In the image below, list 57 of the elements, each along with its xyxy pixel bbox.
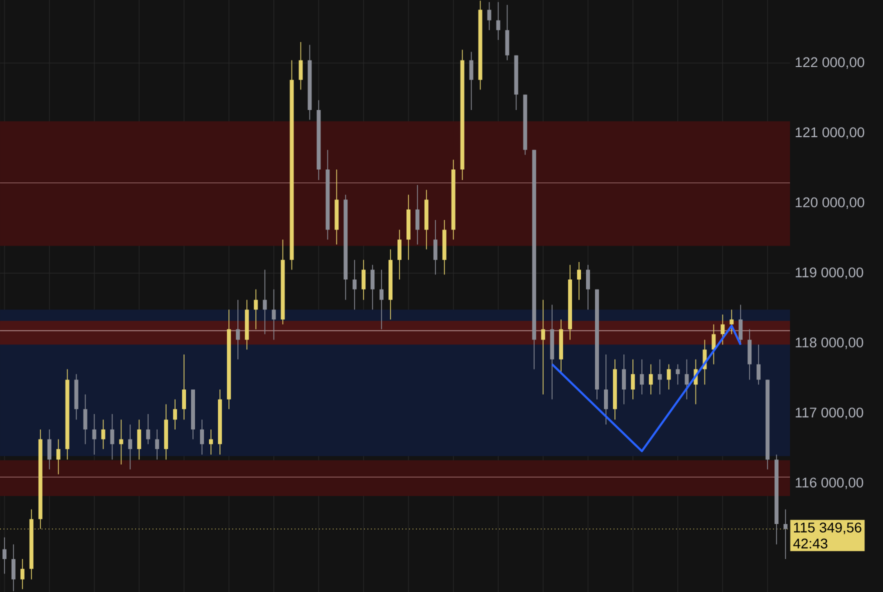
candlestick [155,429,160,460]
candlestick [433,220,438,276]
candlestick [92,414,96,456]
candlestick [47,429,52,470]
candlestick [784,508,788,560]
candlestick [577,262,582,300]
y-tick-label: 117 000,00 [796,408,864,420]
candlestick [128,424,132,470]
candlestick [541,299,546,395]
candlestick [173,398,178,430]
candlestick [720,314,725,346]
candlestick [586,264,590,310]
candlestick [648,364,653,395]
candlestick [137,419,142,460]
candlestick [415,184,420,245]
y-tick-label: 120 000,00 [796,197,864,209]
y-tick-label: 121 000,00 [796,127,864,139]
y-tick-label: 118 000,00 [796,338,864,350]
candlestick [622,354,626,405]
y-tick-label: 116 000,00 [796,478,864,490]
candlestick [630,358,635,400]
candlestick [208,429,213,456]
candlestick [398,229,402,280]
candlestick [362,260,366,300]
candlestick [146,414,150,445]
candlestick [676,364,680,386]
candlestick [236,299,240,360]
candlestick [101,419,106,450]
ref-line-label: 115 349,56 [794,522,862,534]
candlestick [119,419,124,465]
candlestick [12,544,16,592]
candlestick [370,264,375,310]
candlestick [604,354,608,425]
candlestick [262,269,267,335]
candlestick [712,324,716,365]
candlestick [658,358,662,395]
candlestick [640,358,644,395]
candlestick [666,364,671,390]
y-tick-label: 122 000,00 [796,57,864,69]
candlestick [272,288,276,340]
candlestick [83,394,88,445]
candlestick [738,304,743,346]
candlestick [298,42,303,90]
candlestick [756,344,761,386]
candlestick [352,260,357,310]
line-series [551,324,742,452]
candlestick [20,558,24,590]
candlestick [110,414,114,460]
candlestick [182,354,186,420]
text: 42:43 [793,538,828,548]
candlestick [254,288,258,330]
candlestick [200,419,204,456]
candlestick [2,536,6,574]
candlestick [380,269,384,330]
y-tick-label: 119 000,00 [796,267,864,280]
candlestick [469,51,474,110]
candlestick [56,438,60,475]
